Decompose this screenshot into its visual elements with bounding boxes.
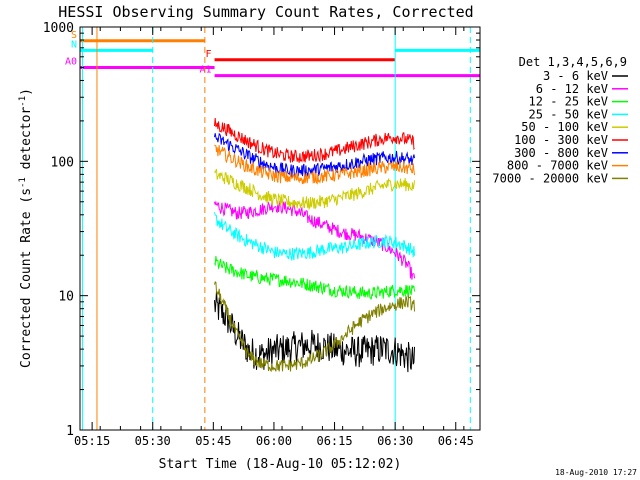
- series-line: [214, 212, 415, 261]
- x-axis-label: Start Time (18-Aug-10 05:12:02): [159, 457, 402, 472]
- series-line: [214, 118, 415, 164]
- y-tick-label: 10: [58, 290, 74, 305]
- flag-label: A0: [65, 56, 77, 67]
- flag-bars: SN F A0 A1: [65, 30, 480, 78]
- legend-item-label: 3 - 6 keV: [543, 69, 608, 83]
- series-line: [214, 291, 415, 373]
- x-tick-label: 06:30: [377, 434, 413, 448]
- flag-label: S: [71, 30, 77, 41]
- y-tick-label: 1000: [43, 21, 74, 36]
- flag-label: A1: [199, 65, 211, 76]
- x-tick-label: 05:15: [74, 434, 110, 448]
- x-tick-label: 06:45: [438, 434, 474, 448]
- timestamp-label: 18-Aug-2010 17:27: [555, 468, 637, 477]
- x-tick-label: 06:00: [256, 434, 292, 448]
- legend-item-label: 50 - 100 keV: [521, 120, 608, 134]
- legend-item-label: 300 - 800 keV: [514, 146, 608, 160]
- axes: 1 10 100 1000 05:15 05:30 05:45 06:00 06:15 06:30…: [43, 21, 481, 448]
- plot-frame: [79, 26, 481, 431]
- series-line: [214, 255, 415, 300]
- flag-vertical-lines: [81, 27, 471, 430]
- legend-title: Det 1,3,4,5,6,9: [519, 55, 627, 69]
- legend-item-label: 25 - 50 keV: [529, 107, 608, 121]
- flag-label: N: [71, 39, 77, 50]
- series-line: [214, 132, 415, 179]
- chart-title: HESSI Observing Summary Count Rates, Cor…: [58, 3, 473, 21]
- series-lines: [214, 118, 415, 373]
- series-line: [214, 281, 415, 373]
- x-tick-label: 05:30: [135, 434, 171, 448]
- y-tick-label: 1: [66, 424, 74, 439]
- y-tick-label: 100: [51, 155, 74, 170]
- x-tick-label: 06:15: [316, 434, 352, 448]
- x-tick-label: 05:45: [195, 434, 231, 448]
- series-line: [214, 168, 415, 211]
- legend-item-label: 800 - 7000 keV: [507, 159, 608, 173]
- legend-item-label: 6 - 12 keV: [536, 82, 608, 96]
- legend-item-label: 12 - 25 keV: [529, 95, 608, 109]
- series-line: [214, 200, 415, 280]
- y-axis-label: Corrected Count Rate (s-1 detector-1): [18, 88, 34, 368]
- flag-label: F: [206, 49, 212, 60]
- legend-item-label: 7000 - 20000 keV: [492, 171, 608, 185]
- series-line: [214, 144, 415, 185]
- legend-item-label: 100 - 300 keV: [514, 133, 608, 147]
